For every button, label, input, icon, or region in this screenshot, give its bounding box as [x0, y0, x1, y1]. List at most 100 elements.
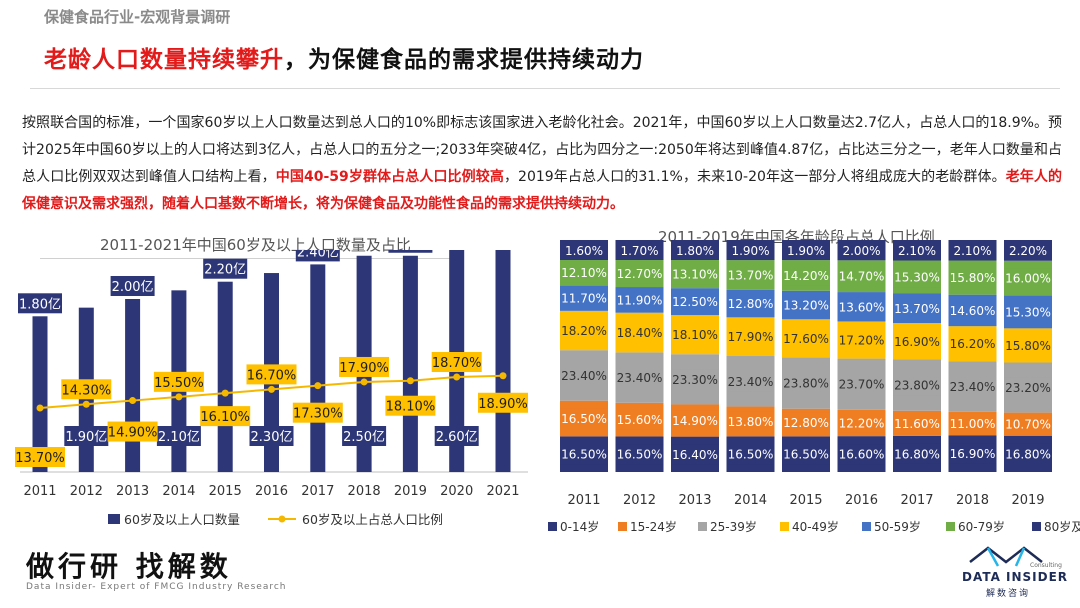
segment-label-bg [726, 444, 775, 465]
logo-name: DATA INSIDER [962, 570, 1069, 584]
segment-label-bg [837, 444, 886, 465]
segment-label-bg [726, 411, 775, 432]
legend-swatch [780, 522, 789, 531]
segment-data-label: 15.80% [1005, 339, 1051, 353]
segment-label-bg [837, 296, 886, 317]
line-data-label-bg [246, 364, 297, 385]
segment-data-label: 12.80% [728, 297, 774, 311]
line-data-label: 16.70% [247, 368, 297, 383]
line-point [453, 373, 461, 381]
legend-label: 40-49岁 [792, 519, 839, 534]
legend-label: 15-24岁 [630, 519, 677, 534]
line-point [221, 389, 229, 397]
segment-label-bg [782, 328, 830, 349]
segment-data-label: 2.00% [842, 244, 880, 258]
intro-highlight-2: 老年人的保健意识及需求强烈，随着人口基数不断增长，将为保健食品及功能性食品的需求… [22, 169, 1063, 212]
segment-label-bg [893, 331, 941, 352]
line-point [268, 385, 275, 393]
segment-label-bg [837, 330, 886, 351]
x-tick-label: 2016 [845, 493, 878, 508]
segment-label-bg [726, 293, 775, 314]
line-data-label: 14.30% [62, 383, 112, 398]
bar-data-label: 2.00亿 [112, 280, 154, 295]
segment-data-label: 23.80% [783, 377, 829, 391]
x-tick-label: 2015 [789, 493, 822, 508]
legend-label: 50-59岁 [874, 519, 921, 534]
segment-data-label: 16.50% [783, 448, 829, 462]
segment-label-bg [837, 266, 886, 287]
x-tick-label: 2011 [23, 484, 56, 499]
segment-label-bg [615, 263, 664, 284]
bar-data-label: 1.80亿 [19, 297, 61, 312]
line-point [314, 382, 322, 390]
segment-data-label: 16.90% [950, 447, 996, 461]
line-data-label-bg [292, 402, 343, 423]
segment-label-bg [671, 240, 719, 260]
segment-label-bg [726, 371, 775, 392]
x-tick-label: 2017 [900, 493, 933, 508]
segment-label-bg [948, 376, 997, 397]
header-divider [30, 88, 1060, 89]
segment-data-label: 11.00% [950, 417, 996, 431]
segment-label-bg [948, 240, 997, 260]
segment-label-bg [782, 412, 830, 433]
legend-swatch [946, 522, 955, 531]
segment-data-label: 23.40% [728, 375, 774, 389]
logo-consulting-text: Consulting [1030, 562, 1062, 569]
line-data-label-bg [339, 356, 390, 377]
segment-data-label: 1.90% [787, 244, 825, 258]
segment-data-label: 23.40% [617, 371, 663, 385]
segment-data-label: 12.10% [561, 266, 607, 280]
segment-data-label: 12.50% [672, 295, 718, 309]
bar-data-label-bg [203, 258, 248, 279]
segment-label-bg [782, 265, 830, 286]
legend-swatch [618, 522, 627, 531]
data-insider-logo-icon [969, 546, 1043, 567]
segment-data-label: 16.50% [617, 448, 663, 462]
segment-label-bg [615, 240, 664, 260]
line-data-label-bg [15, 447, 65, 467]
brand-slogan: 做行研 找解数 [26, 550, 232, 583]
bar-data-label-bg [342, 426, 387, 446]
bar-data-label-bg [295, 250, 340, 262]
segment-label-bg [1004, 240, 1052, 260]
segment-data-label: 18.20% [561, 324, 607, 338]
segment-label-bg [1004, 268, 1052, 289]
segment-label-bg [837, 412, 886, 433]
bar-data-label: 1.90亿 [65, 430, 107, 445]
segment-data-label: 12.80% [783, 416, 829, 430]
line-data-label-bg [153, 371, 204, 392]
segment-label-bg [560, 444, 608, 465]
segment-data-label: 16.50% [561, 412, 607, 426]
segment-data-label: 16.50% [561, 448, 607, 462]
line-data-label-bg [61, 379, 112, 400]
segment-label-bg [1004, 301, 1052, 322]
line-data-label-bg [200, 406, 251, 427]
segment-label-bg [948, 413, 997, 434]
segment-data-label: 17.90% [728, 330, 774, 344]
segment-label-bg [671, 444, 719, 465]
x-tick-label: 2020 [440, 484, 473, 499]
segment-data-label: 2.20% [1009, 244, 1047, 258]
line-data-label: 17.30% [293, 407, 343, 422]
segment-data-label: 23.70% [839, 378, 885, 392]
x-tick-label: 2012 [70, 484, 103, 499]
segment-data-label: 14.60% [950, 304, 996, 318]
x-tick-label: 2017 [301, 484, 334, 499]
segment-data-label: 23.30% [672, 373, 718, 387]
bar [217, 281, 233, 472]
segment-data-label: 13.70% [728, 268, 774, 282]
segment-data-label: 15.80% [950, 271, 996, 285]
segment-data-label: 14.70% [839, 270, 885, 284]
segment-data-label: 14.90% [672, 414, 718, 428]
segment-data-label: 13.70% [894, 302, 940, 316]
segment-data-label: 16.90% [894, 335, 940, 349]
x-tick-label: 2012 [623, 493, 656, 508]
x-tick-label: 2013 [116, 484, 149, 499]
segment-data-label: 16.50% [728, 448, 774, 462]
segment-label-bg [671, 369, 719, 390]
segment-data-label: 1.60% [565, 244, 603, 258]
line-data-label: 18.70% [432, 356, 482, 371]
line-data-label: 17.90% [339, 361, 389, 376]
segment-label-bg [560, 320, 608, 341]
